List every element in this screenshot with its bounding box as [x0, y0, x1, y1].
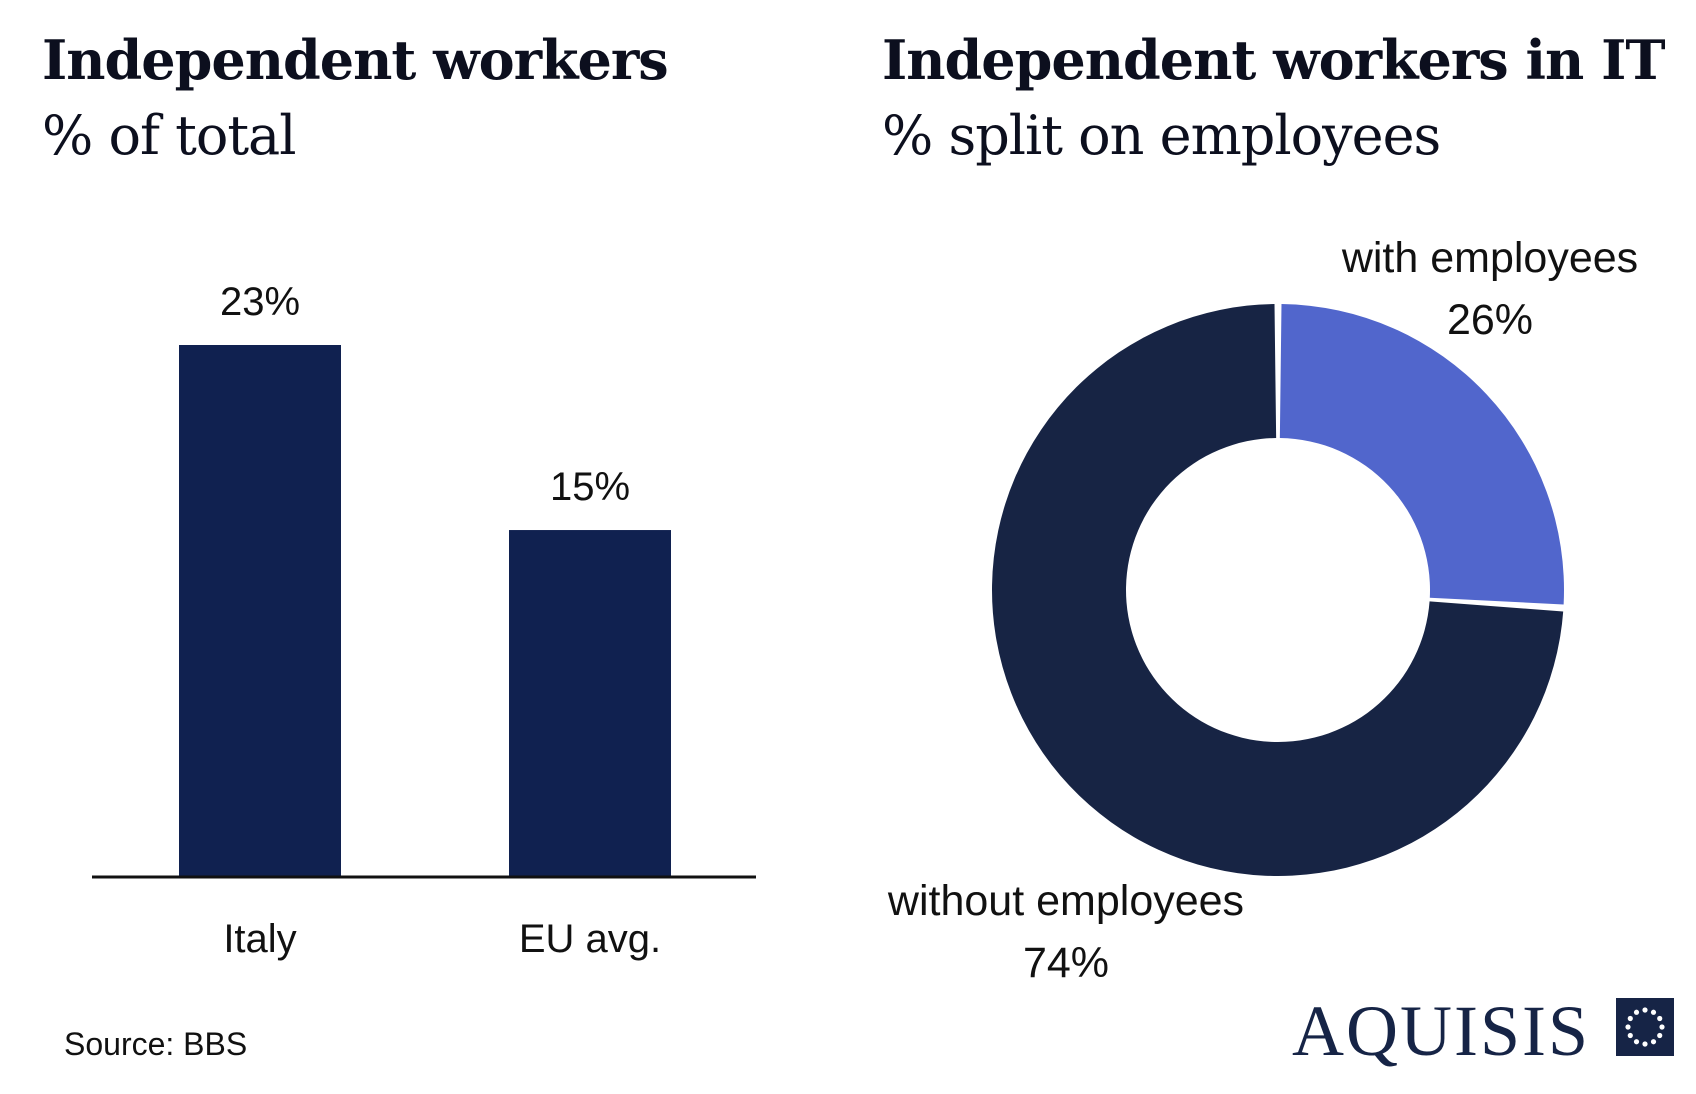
logo-star	[1642, 1041, 1648, 1047]
slice-value-label-0: 26%	[1447, 296, 1533, 344]
category-label-1: EU avg.	[519, 917, 661, 961]
bar-data-label-1: 15%	[550, 465, 630, 509]
logo-star	[1625, 1024, 1631, 1030]
donut-slice-0	[1279, 304, 1564, 605]
logo-star	[1642, 1007, 1648, 1013]
logo-star	[1659, 1024, 1665, 1030]
bar-chart-subtitle: % of total	[42, 104, 297, 167]
logo-star	[1650, 1039, 1657, 1045]
slice-label-1: without employees	[887, 877, 1244, 925]
brand-logo: AQUISIS	[1292, 990, 1682, 1080]
slice-label-0: with employees	[1341, 234, 1638, 282]
source-note: Source: BBS	[64, 1026, 248, 1062]
bar-chart-title: Independent workers	[42, 28, 669, 92]
slice-value-label-1: 74%	[1023, 939, 1109, 987]
bar-0	[179, 345, 341, 877]
donut-chart-subtitle: % split on employees	[882, 104, 1441, 167]
logo-star	[1657, 1015, 1663, 1022]
bar-1	[509, 530, 671, 877]
logo-star	[1633, 1039, 1640, 1045]
logo-star	[1657, 1032, 1663, 1039]
logo-star	[1627, 1032, 1633, 1039]
brand-logo-text: AQUISIS	[1292, 991, 1591, 1071]
donut-chart-title: Independent workers in IT	[882, 28, 1666, 92]
category-label-0: Italy	[223, 917, 296, 961]
logo-star	[1627, 1015, 1633, 1022]
bar-data-label-0: 23%	[220, 280, 300, 324]
bar-chart: 23% Italy 15% EU avg.	[92, 280, 756, 961]
donut-slice-1	[992, 304, 1564, 876]
logo-star	[1650, 1009, 1657, 1015]
donut-chart: with employees 26% without employees 74%	[887, 234, 1638, 987]
logo-star	[1633, 1009, 1640, 1015]
circle-of-stars-icon	[1616, 998, 1674, 1056]
